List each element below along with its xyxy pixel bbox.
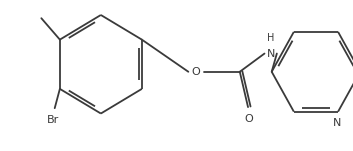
- Text: N: N: [333, 118, 341, 128]
- Text: N: N: [267, 48, 275, 59]
- Text: O: O: [191, 67, 200, 77]
- Text: H: H: [267, 33, 274, 43]
- Text: Br: Br: [47, 115, 59, 125]
- Text: O: O: [245, 114, 253, 124]
